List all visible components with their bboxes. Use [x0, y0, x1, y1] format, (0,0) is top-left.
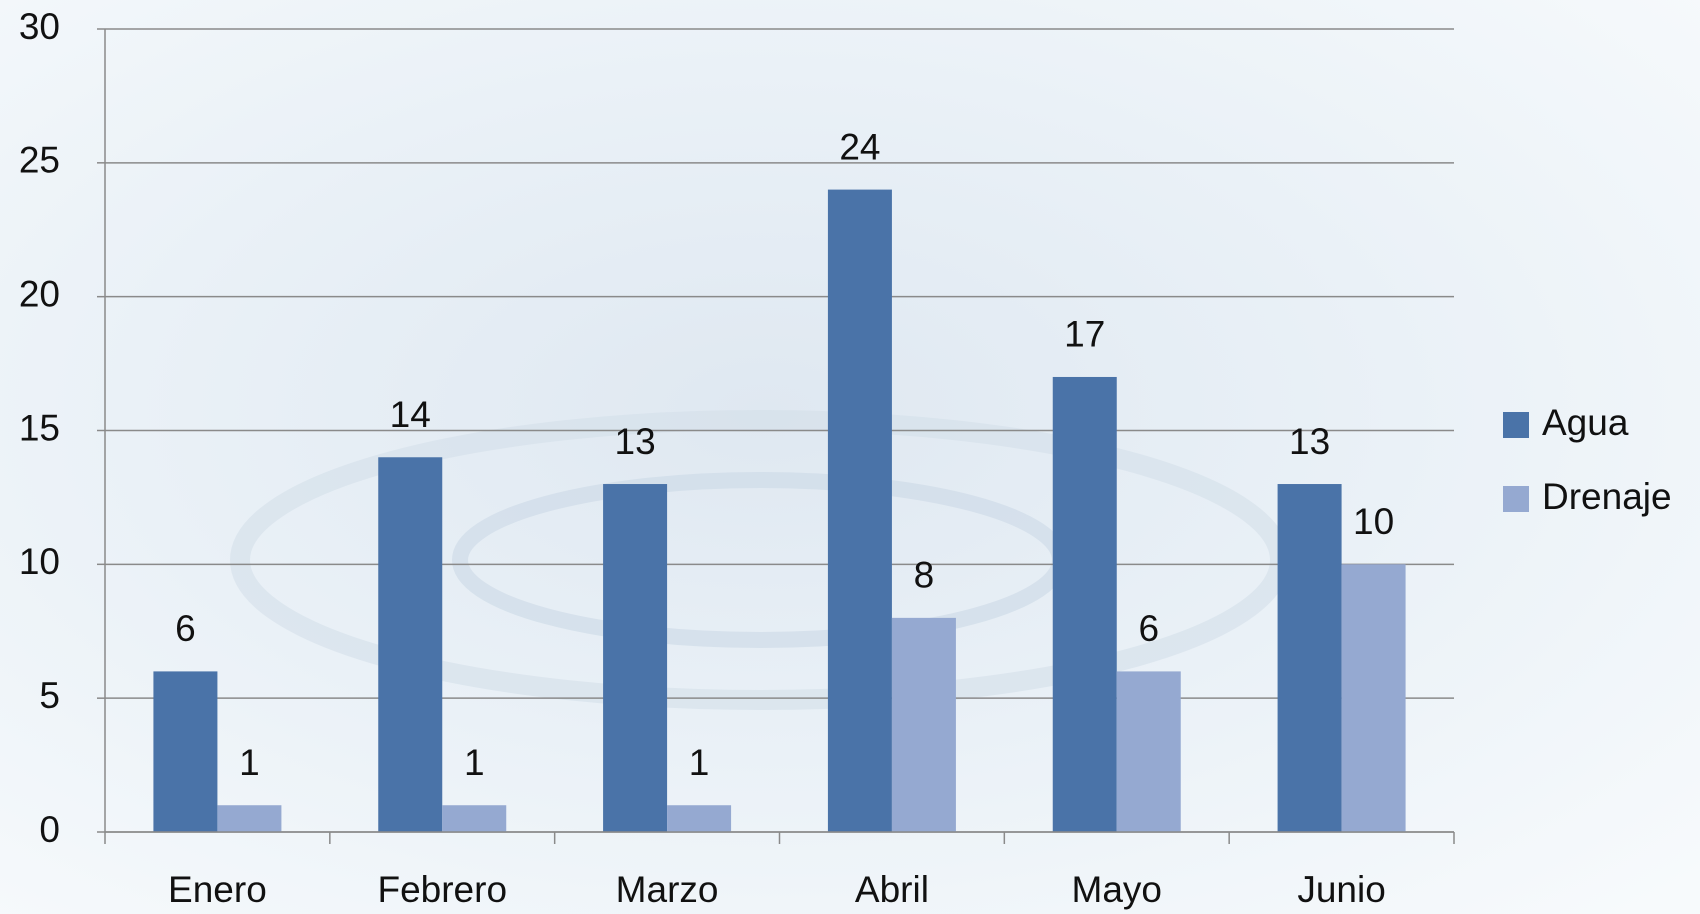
data-label: 17: [1064, 314, 1105, 355]
data-label: 1: [464, 742, 485, 783]
bar: [1278, 484, 1342, 832]
y-tick-label: 5: [39, 675, 60, 716]
data-label: 1: [239, 742, 260, 783]
y-tick-label: 15: [19, 407, 60, 448]
bar: [892, 618, 956, 832]
data-label: 6: [175, 608, 196, 649]
x-tick-label: Abril: [855, 869, 929, 910]
bar: [153, 671, 217, 832]
bar: [1053, 377, 1117, 832]
x-tick-label: Enero: [168, 869, 267, 910]
legend-swatch: [1503, 486, 1529, 512]
bar: [1117, 671, 1181, 832]
bar: [378, 457, 442, 832]
x-tick-label: Junio: [1297, 869, 1385, 910]
bar: [603, 484, 667, 832]
bar: [442, 805, 506, 832]
data-label: 14: [390, 394, 431, 435]
data-label: 1: [689, 742, 710, 783]
legend-label: Drenaje: [1542, 476, 1672, 517]
x-tick-label: Febrero: [377, 869, 507, 910]
legend-label: Agua: [1542, 402, 1629, 443]
y-tick-label: 10: [19, 541, 60, 582]
x-tick-label: Mayo: [1072, 869, 1162, 910]
y-tick-label: 20: [19, 273, 60, 314]
bar: [667, 805, 731, 832]
bar: [1342, 564, 1406, 832]
y-tick-label: 30: [19, 6, 60, 47]
y-tick-label: 0: [39, 809, 60, 850]
data-label: 8: [914, 555, 935, 596]
bar: [217, 805, 281, 832]
data-label: 13: [615, 421, 656, 462]
chart: 0 5 10 15 20 25 30 Enero 6 1 Febrero 14 1 Marzo 13 1 Abr…: [0, 0, 1700, 914]
y-tick-label: 25: [19, 140, 60, 181]
data-label: 10: [1353, 501, 1394, 542]
data-label: 24: [839, 126, 880, 167]
data-label: 6: [1138, 608, 1159, 649]
bar: [828, 190, 892, 832]
legend-swatch: [1503, 412, 1529, 438]
x-tick-label: Marzo: [616, 869, 719, 910]
data-label: 13: [1289, 421, 1330, 462]
